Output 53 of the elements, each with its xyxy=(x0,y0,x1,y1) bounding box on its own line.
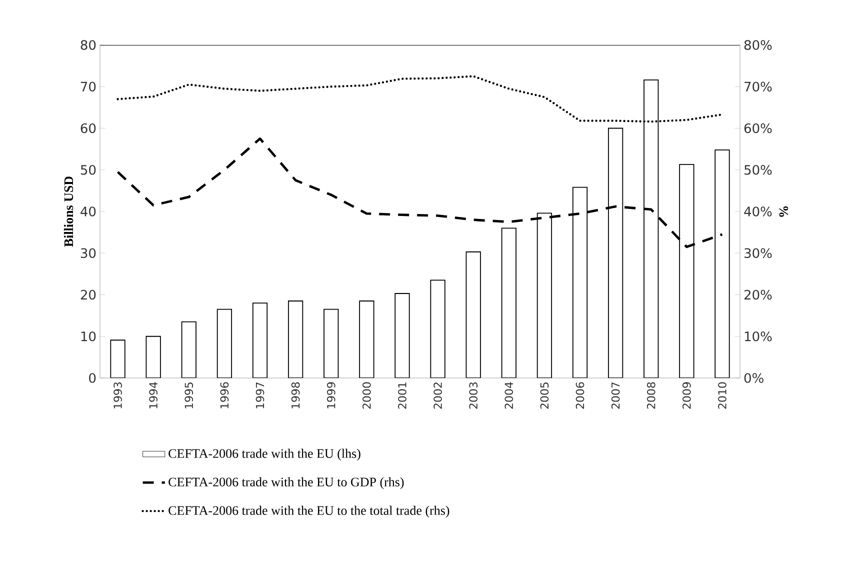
y-axis-title: Billions USD xyxy=(64,176,74,247)
x-tick-label: 2009 xyxy=(682,382,691,409)
y-tick-label: 20 xyxy=(80,290,96,300)
bar xyxy=(146,336,161,378)
x-tick-label: 2005 xyxy=(540,382,549,409)
y2-tick-label: 50% xyxy=(744,164,772,175)
y-tick-label: 0 xyxy=(89,373,96,383)
x-tick-label: 1995 xyxy=(184,382,194,408)
y-tick-label: 30 xyxy=(80,248,96,258)
y-tick-label: 80 xyxy=(80,40,96,50)
bar xyxy=(288,300,304,378)
x-tick-label: 2008 xyxy=(646,382,656,409)
x-tick-label: 2004 xyxy=(504,382,514,409)
bar xyxy=(394,293,410,378)
y2-tick-label: 80% xyxy=(744,40,772,50)
bar xyxy=(501,228,516,378)
y2-tick-label: 40% xyxy=(744,206,772,216)
x-tick-label: 2006 xyxy=(576,382,584,409)
x-tick-label: 1997 xyxy=(256,382,264,408)
bar xyxy=(466,251,481,378)
y-tick-label: 50 xyxy=(80,164,96,175)
x-tick-label: 2002 xyxy=(434,382,442,409)
x-tick-label: 2001 xyxy=(398,382,406,409)
legend-label: CEFTA-2006 trade with the EU (lhs) xyxy=(168,448,360,461)
legend-label: CEFTA-2006 trade with the EU to the total trade (rhs) xyxy=(168,506,450,518)
bar xyxy=(359,300,374,378)
bar xyxy=(110,340,126,378)
bar xyxy=(430,280,446,378)
legend-label: CEFTA-2006 trade with the EU to GDP (rhs) xyxy=(168,477,404,490)
y2-tick-label: 10% xyxy=(744,331,772,342)
x-tick-label: 1996 xyxy=(220,382,229,408)
x-tick-label: 2010 xyxy=(718,382,726,409)
y2-tick-label: 60% xyxy=(744,123,772,134)
y-tick-label: 10 xyxy=(81,331,96,342)
bar xyxy=(216,308,232,378)
y2-tick-label: 0% xyxy=(744,373,764,383)
bar xyxy=(252,302,268,378)
y-tick-label: 60 xyxy=(80,123,96,134)
y-tick-label: 40 xyxy=(80,206,96,216)
x-tick-label: 2000 xyxy=(362,382,371,409)
bar xyxy=(324,308,339,378)
x-tick-label: 1994 xyxy=(149,382,158,408)
y2-tick-label: 30% xyxy=(744,248,772,258)
y2-tick-label: 70% xyxy=(744,82,772,92)
x-tick-label: 2003 xyxy=(469,382,478,409)
x-tick-label: 1998 xyxy=(291,382,300,408)
bar xyxy=(181,321,196,378)
y-tick-label: 70 xyxy=(81,82,96,92)
y2-tick-label: 20% xyxy=(744,290,772,300)
x-tick-label: 2007 xyxy=(611,382,620,409)
x-tick-label: 1993 xyxy=(114,382,122,408)
y2-axis-title: % xyxy=(779,206,788,217)
x-tick-label: 1999 xyxy=(326,382,336,408)
